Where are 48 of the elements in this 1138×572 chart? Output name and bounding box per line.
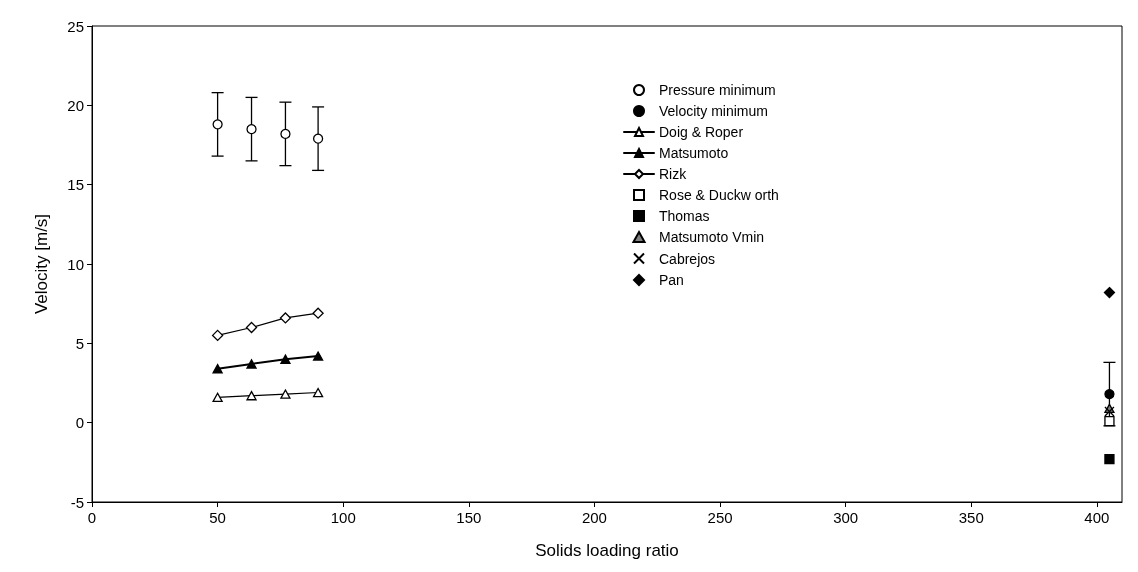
point xyxy=(212,364,223,374)
x-tick-label: 350 xyxy=(958,509,984,526)
y-tick-label: 5 xyxy=(75,334,84,352)
point xyxy=(246,359,257,369)
point xyxy=(280,389,291,399)
x-tick-label: 150 xyxy=(456,509,482,526)
point xyxy=(211,329,224,342)
y-tick-label: 15 xyxy=(67,176,84,194)
point xyxy=(312,307,324,319)
point xyxy=(279,312,292,324)
y-axis-title: Velocity [m/s] xyxy=(32,213,51,315)
legend-label: Pressure minimum xyxy=(659,82,776,98)
legend-label: Cabrejos xyxy=(659,250,716,267)
y-tick-label: 25 xyxy=(67,17,84,35)
point xyxy=(212,119,223,130)
legend-label: Matsumoto xyxy=(659,145,729,161)
point xyxy=(1104,415,1115,427)
x-tick-label: 100 xyxy=(330,509,356,526)
point xyxy=(1104,388,1115,400)
x-tick-label: 200 xyxy=(581,509,607,526)
legend-label: Pan xyxy=(659,272,684,288)
legend-label: Doig & Roper xyxy=(659,124,744,140)
legend-label: Matsumoto Vmin xyxy=(659,229,765,245)
y-tick-label: 0 xyxy=(75,414,84,432)
point xyxy=(245,321,258,334)
legend-label: Velocity minimum xyxy=(659,103,768,119)
point xyxy=(1103,286,1116,299)
point xyxy=(1104,454,1115,465)
x-tick-label: 0 xyxy=(87,509,97,526)
x-tick-label: 250 xyxy=(707,509,733,526)
y-tick-label: -5 xyxy=(70,493,84,511)
point xyxy=(212,392,223,402)
x-tick-label: 50 xyxy=(209,509,226,526)
legend-label: Rizk xyxy=(659,166,688,182)
x-tick-label: 400 xyxy=(1084,509,1110,526)
legend-label: Thomas xyxy=(659,208,710,224)
x-tick-label: 300 xyxy=(833,509,859,526)
point xyxy=(312,351,324,361)
legend-label: Rose & Duckw orth xyxy=(659,187,779,203)
point xyxy=(246,123,257,135)
point xyxy=(280,354,291,364)
point xyxy=(280,128,291,140)
point xyxy=(246,390,257,401)
point xyxy=(312,387,324,398)
y-tick-label: 10 xyxy=(67,255,84,273)
point xyxy=(312,133,324,144)
x-axis-title: Solids loading ratio xyxy=(535,541,679,560)
y-tick-label: 20 xyxy=(67,96,84,114)
